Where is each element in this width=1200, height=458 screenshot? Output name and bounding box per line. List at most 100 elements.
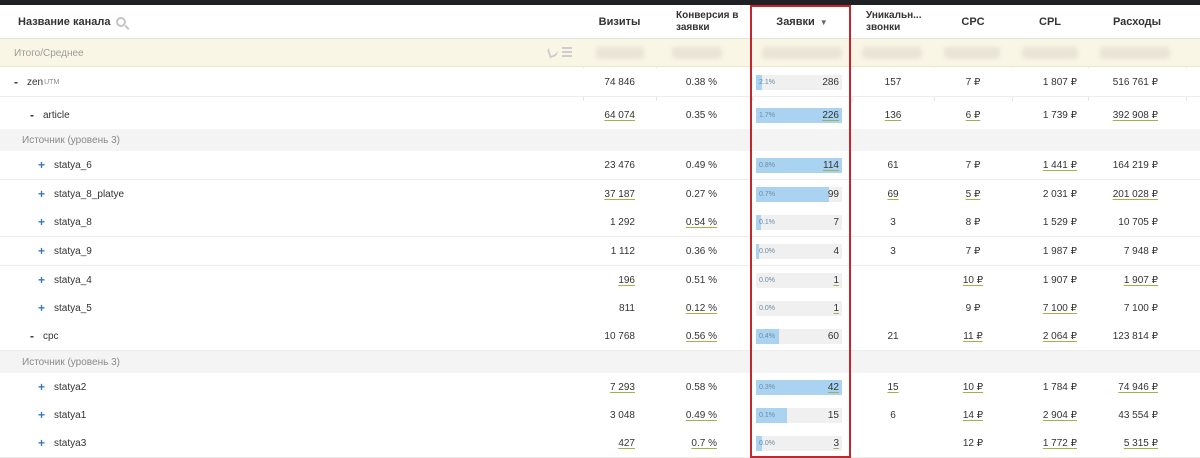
expand-icon[interactable]: + xyxy=(38,158,46,172)
row-name[interactable]: + statya2 xyxy=(38,373,86,401)
expenses-value[interactable]: 1 907 ₽ xyxy=(1123,274,1158,286)
collapse-icon[interactable]: - xyxy=(30,108,34,122)
row-name[interactable]: + statya_9 xyxy=(38,237,92,265)
unique-calls-value: 21 xyxy=(887,330,899,342)
requests-value: 99 xyxy=(827,189,839,200)
cpc-value[interactable]: 6 ₽ xyxy=(965,109,981,121)
column-header-conversion[interactable]: Конверсия в заявки xyxy=(676,10,739,33)
row-name-label: statya_8_platye xyxy=(54,188,125,200)
row-name[interactable]: + statya_4 xyxy=(38,266,92,294)
requests-value[interactable]: 114 xyxy=(823,160,839,171)
conversion-value[interactable]: 0.54 % xyxy=(685,216,717,228)
expand-icon[interactable]: + xyxy=(38,215,46,229)
collapse-icon[interactable]: - xyxy=(30,329,34,343)
expand-icon[interactable]: + xyxy=(38,408,46,422)
row-name[interactable]: + statya_8_platye xyxy=(38,180,124,208)
visits-value[interactable]: 196 xyxy=(618,274,635,286)
group-label: Источник (уровень 3) xyxy=(22,134,120,146)
row-name[interactable]: - zen UTM xyxy=(14,68,59,96)
expenses-value: 516 761 ₽ xyxy=(1112,76,1158,88)
requests-value[interactable]: 42 xyxy=(827,382,839,393)
cpc-value[interactable]: 10 ₽ xyxy=(962,274,984,286)
visits-value[interactable]: 427 xyxy=(618,437,635,449)
collapse-icon[interactable]: - xyxy=(14,75,18,89)
table-row[interactable]: - zen UTM 74 846 0.38 % 2.1% 286 157 7 ₽ 1 807 ₽ 5… xyxy=(0,68,1200,97)
column-header-cpl[interactable]: CPL xyxy=(1039,16,1061,28)
table-row[interactable]: + statya1 3 048 0.49 % 0.1% 15 6 14 ₽ 2 904 ₽ 43 … xyxy=(0,401,1200,430)
expand-icon[interactable]: + xyxy=(38,273,46,287)
row-name[interactable]: + statya_5 xyxy=(38,294,92,322)
expenses-value[interactable]: 201 028 ₽ xyxy=(1112,188,1158,200)
table-row[interactable]: + statya_8 1 292 0.54 % 0.1% 7 3 8 ₽ 1 529 ₽ 10 7… xyxy=(0,208,1200,237)
visits-value[interactable]: 64 074 xyxy=(604,109,635,121)
expand-icon[interactable]: + xyxy=(38,187,46,201)
visits-value[interactable]: 7 293 xyxy=(609,381,635,393)
visits-value: 1 292 xyxy=(609,216,635,228)
row-name[interactable]: + statya_6 xyxy=(38,151,92,179)
expand-icon[interactable]: + xyxy=(38,436,46,450)
column-header-cpc[interactable]: CPC xyxy=(961,16,985,28)
requests-value[interactable]: 1 xyxy=(833,303,839,314)
unique-calls-value[interactable]: 69 xyxy=(887,188,899,200)
sort-desc-icon[interactable]: ▼ xyxy=(819,17,828,27)
cpc-value[interactable]: 5 ₽ xyxy=(965,188,981,200)
column-header-expenses[interactable]: Расходы xyxy=(1112,16,1162,28)
row-name-label: statya2 xyxy=(54,381,87,393)
table-row[interactable]: + statya_9 1 112 0.36 % 0.0% 4 3 7 ₽ 1 987 ₽ 7 94… xyxy=(0,237,1200,266)
cpc-value[interactable]: 11 ₽ xyxy=(963,330,983,342)
requests-value: 7 xyxy=(833,217,839,228)
table-row[interactable]: + statya3 427 0.7 % 0.0% 3 12 ₽ 1 772 ₽ 5 315 ₽ xyxy=(0,429,1200,458)
expenses-value[interactable]: 5 315 ₽ xyxy=(1123,437,1158,449)
phone-icon[interactable] xyxy=(546,45,560,59)
expand-icon[interactable]: + xyxy=(38,244,46,258)
conversion-value[interactable]: 0.12 % xyxy=(685,302,717,314)
column-header-unique-calls[interactable]: Уникальн... звонки xyxy=(866,10,922,33)
conversion-value: 0.27 % xyxy=(685,188,717,200)
cpc-value[interactable]: 14 ₽ xyxy=(962,409,984,421)
column-header-channel[interactable]: Название канала xyxy=(18,5,127,39)
requests-value: 60 xyxy=(827,331,839,342)
cpl-value[interactable]: 1 772 ₽ xyxy=(1042,437,1077,449)
unique-calls-value[interactable]: 15 xyxy=(887,381,899,393)
row-name[interactable]: + statya1 xyxy=(38,401,86,429)
visits-value[interactable]: 37 187 xyxy=(604,188,635,200)
cpl-value[interactable]: 1 441 ₽ xyxy=(1042,159,1077,171)
row-name[interactable]: - cpc xyxy=(30,322,59,350)
cpl-value[interactable]: 2 904 ₽ xyxy=(1042,409,1077,421)
table-row[interactable]: + statya_8_platye 37 187 0.27 % 0.7% 99 69 5 ₽ 2… xyxy=(0,180,1200,209)
row-name[interactable]: - article xyxy=(30,101,70,129)
requests-bar-fill xyxy=(756,244,759,259)
top-bar xyxy=(0,0,1200,5)
search-icon[interactable] xyxy=(116,17,127,27)
table-row[interactable]: + statya2 7 293 0.58 % 0.3% 42 15 10 ₽ 1 784 ₽ 74… xyxy=(0,373,1200,402)
unique-calls-value[interactable]: 136 xyxy=(884,109,902,121)
expenses-value[interactable]: 392 908 ₽ xyxy=(1112,109,1158,121)
requests-value[interactable]: 226 xyxy=(822,110,839,121)
expenses-value[interactable]: 74 946 ₽ xyxy=(1118,381,1158,393)
expand-icon[interactable]: + xyxy=(38,380,46,394)
requests-value[interactable]: 1 xyxy=(833,275,839,286)
table-row[interactable]: + statya_6 23 476 0.49 % 0.8% 114 61 7 ₽ 1 441 ₽… xyxy=(0,151,1200,180)
row-name[interactable]: + statya_8 xyxy=(38,208,92,236)
cpl-value[interactable]: 7 100 ₽ xyxy=(1042,302,1077,314)
table-row[interactable]: + statya_5 811 0.12 % 0.0% 1 9 ₽ 7 100 ₽ 7 100 ₽ xyxy=(0,294,1200,323)
requests-value: 4 xyxy=(833,246,839,257)
requests-bar-fill xyxy=(756,215,762,230)
row-name[interactable]: + statya3 xyxy=(38,429,86,457)
cpl-value[interactable]: 2 064 ₽ xyxy=(1042,330,1077,342)
column-header-visits[interactable]: Визиты xyxy=(598,16,641,28)
conversion-value[interactable]: 0.7 % xyxy=(691,437,717,449)
table-row[interactable]: - cpc 10 768 0.56 % 0.4% 60 21 11 ₽ 2 064 ₽ 123 8… xyxy=(0,322,1200,351)
list-icon[interactable] xyxy=(562,47,572,57)
conversion-value[interactable]: 0.56 % xyxy=(685,330,717,342)
table-row[interactable]: + statya_4 196 0.51 % 0.0% 1 10 ₽ 1 907 ₽ 1 907 … xyxy=(0,266,1200,295)
table-row[interactable]: - article 64 074 0.35 % 1.7% 226 136 6 ₽ 1 739 ₽… xyxy=(0,101,1200,130)
cpc-value[interactable]: 10 ₽ xyxy=(962,381,984,393)
requests-bar-fill xyxy=(756,187,830,202)
expand-icon[interactable]: + xyxy=(38,301,46,315)
column-header-requests[interactable]: Заявки ▼ xyxy=(776,16,828,28)
requests-bar: 0.1% 7 xyxy=(756,215,842,230)
conversion-value[interactable]: 0.49 % xyxy=(685,409,717,421)
requests-value[interactable]: 3 xyxy=(833,438,839,449)
row-name-label: article xyxy=(43,109,70,121)
